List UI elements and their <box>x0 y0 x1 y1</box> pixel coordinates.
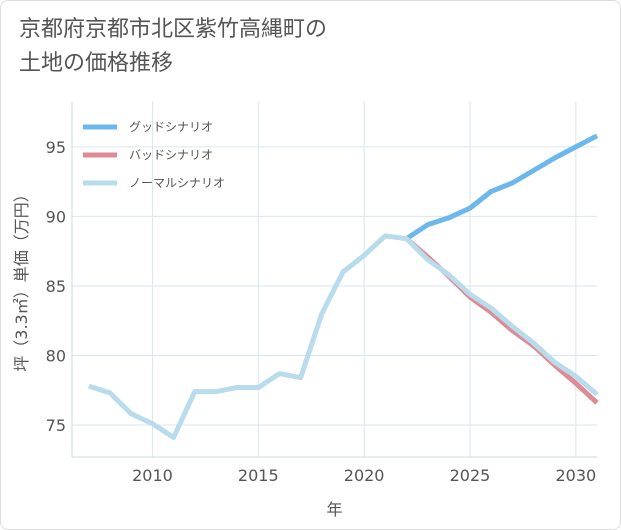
series-lines <box>88 133 599 440</box>
legend-label: バッドシナリオ <box>129 148 213 162</box>
x-tick-label: 2020 <box>344 466 385 485</box>
chart-title: 京都府京都市北区紫竹高縄町の 土地の価格推移 <box>19 13 439 81</box>
x-axis-label: 年 <box>326 500 342 519</box>
x-tick-label: 2025 <box>450 466 491 485</box>
chart-title-line-1: 京都府京都市北区紫竹高縄町の <box>19 17 328 42</box>
x-tick-labels: 2010 2015 2020 2025 2030 <box>132 466 596 485</box>
x-tick-label: 2015 <box>238 466 279 485</box>
y-tick-label: 80 <box>46 346 66 365</box>
y-axis-label: 坪（3.3㎡）単価（万円） <box>12 186 31 371</box>
x-tick-label: 2030 <box>555 466 596 485</box>
x-tick-label: 2010 <box>132 466 173 485</box>
y-tick-labels: 75 80 85 90 95 <box>46 138 66 435</box>
chart-title-line-2: 土地の価格推移 <box>19 51 174 76</box>
y-tick-label: 85 <box>46 277 66 296</box>
y-tick-label: 90 <box>46 207 66 226</box>
plot-border <box>71 101 597 458</box>
series-line-2 <box>88 233 599 440</box>
y-tick-label: 75 <box>46 416 66 435</box>
legend-label: ノーマルシナリオ <box>129 176 225 190</box>
y-tick-label: 95 <box>46 138 66 157</box>
legend-label: グッドシナリオ <box>129 120 213 134</box>
series-line-0 <box>405 133 599 241</box>
